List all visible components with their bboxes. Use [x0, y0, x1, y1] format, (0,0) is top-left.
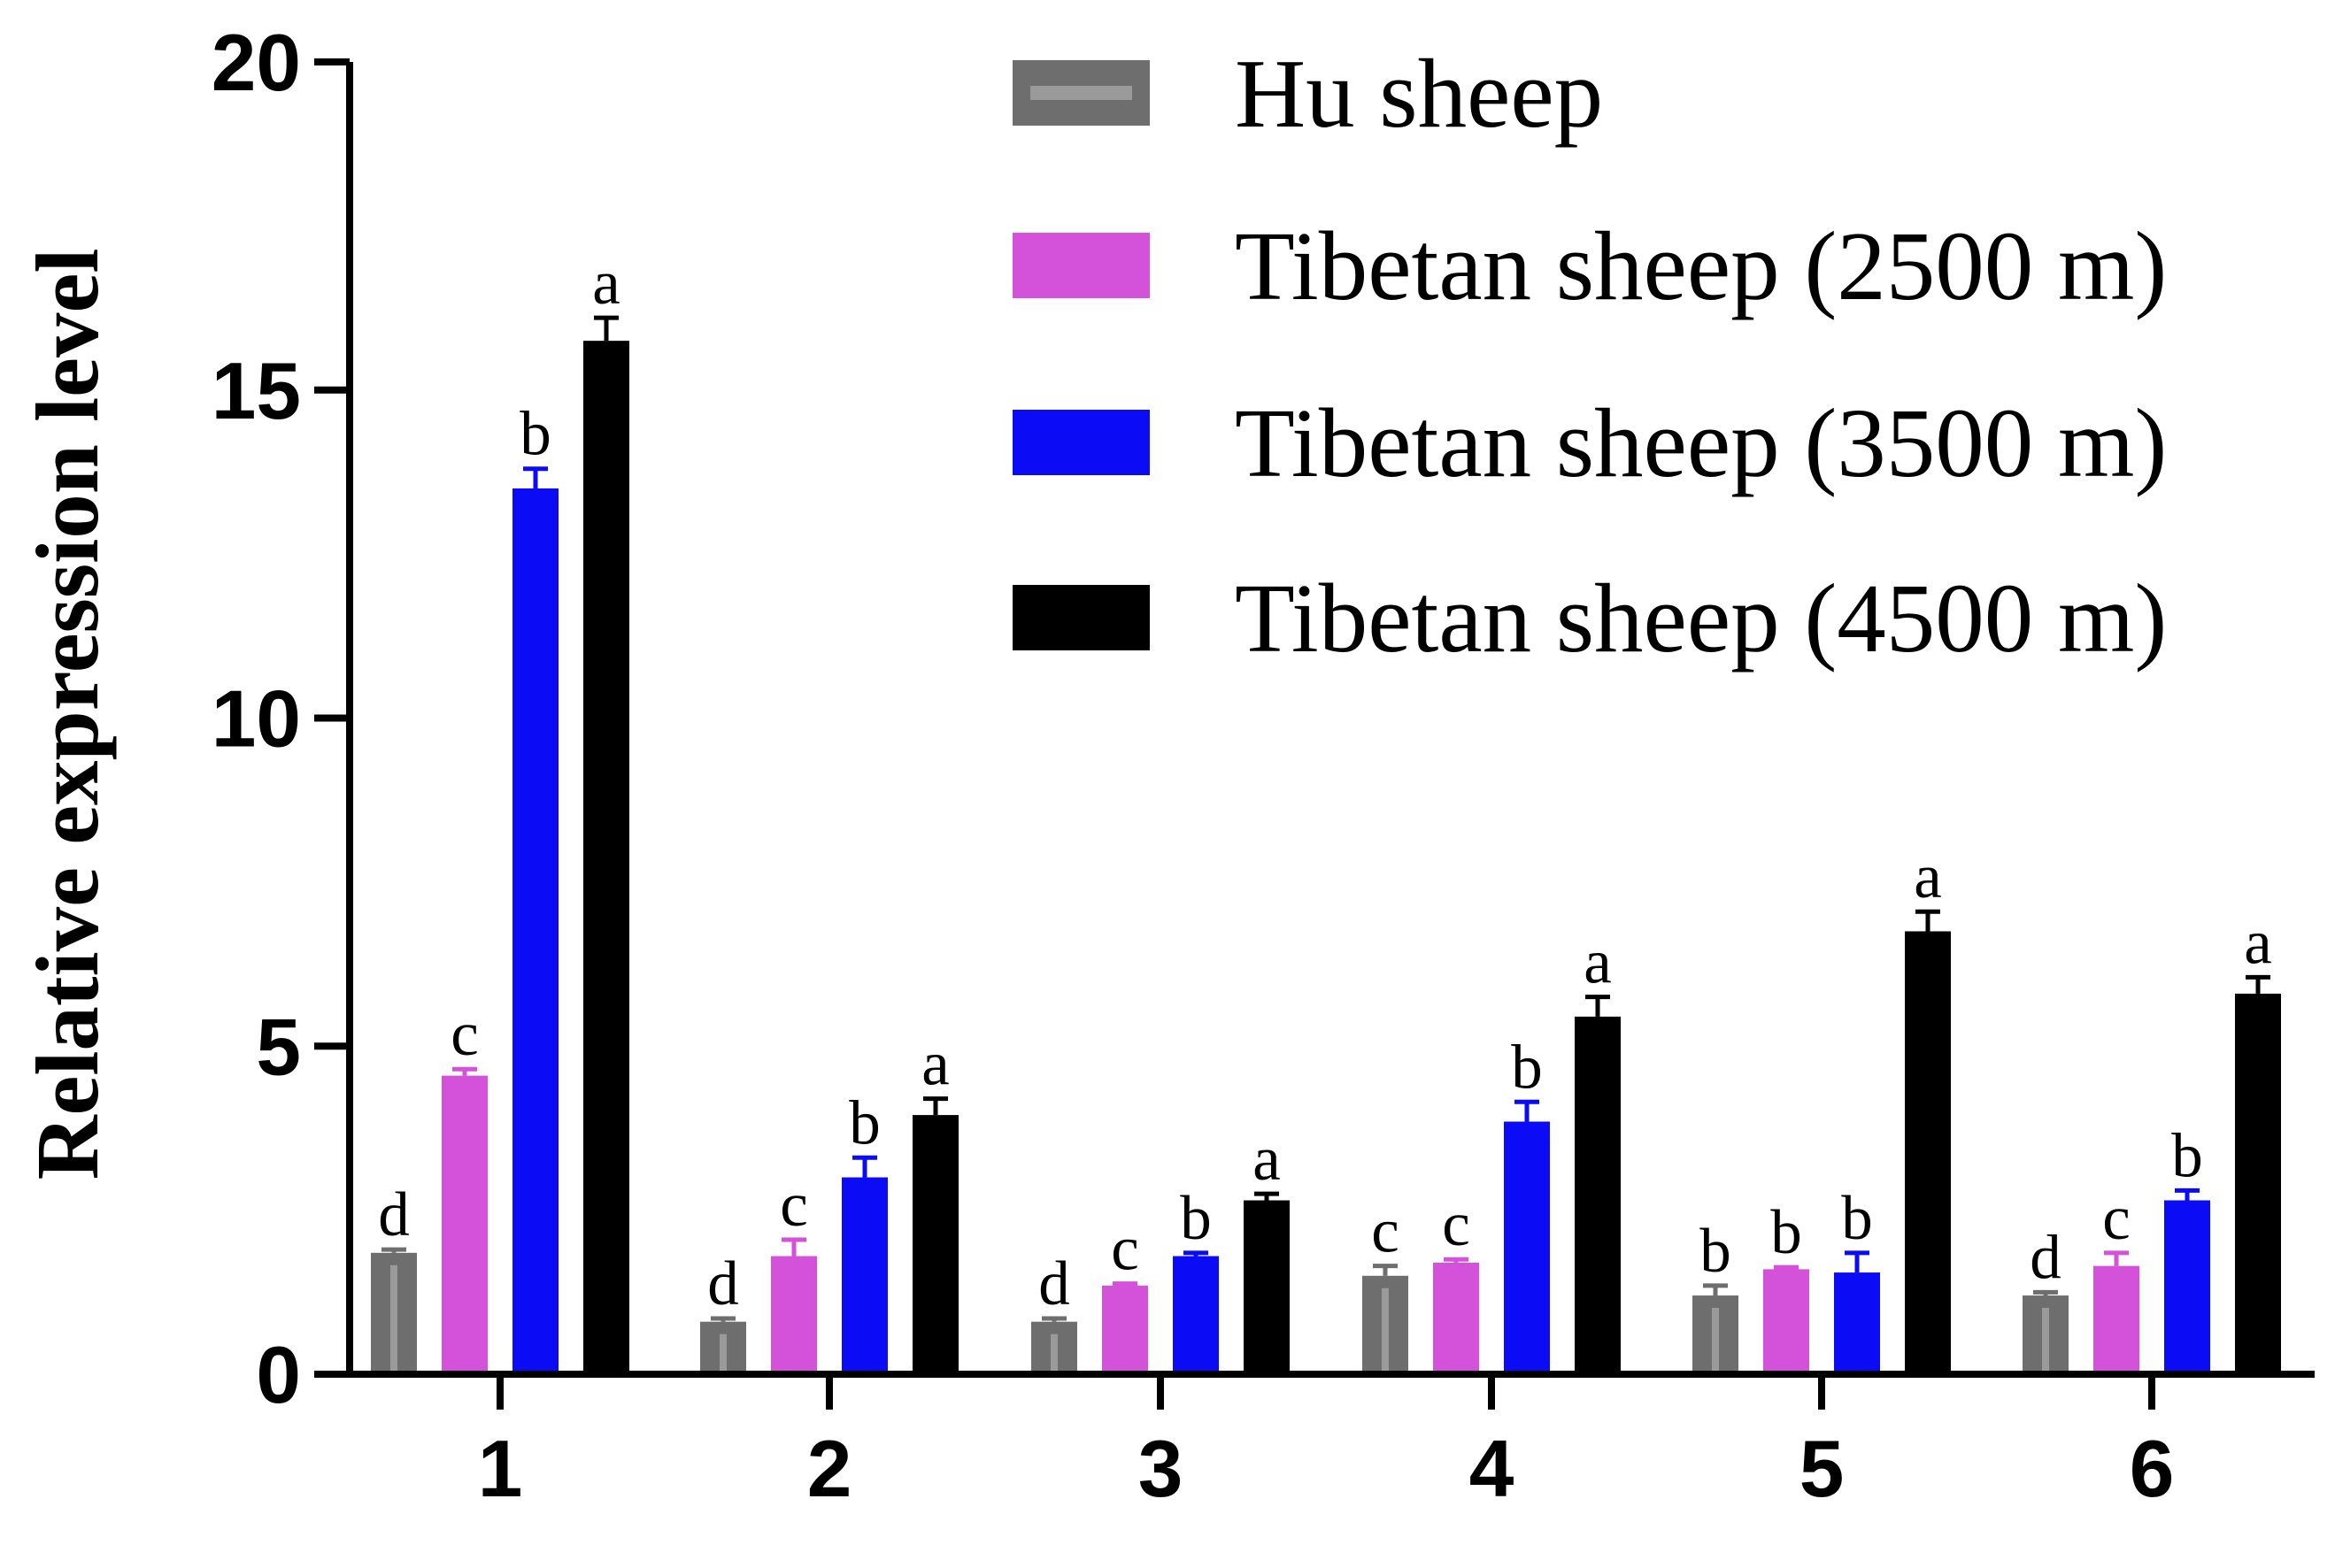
significance-label: b	[1180, 1184, 1212, 1253]
x-tick-label: 5	[1799, 1425, 1845, 1514]
significance-label: d	[707, 1249, 739, 1318]
significance-label: c	[1111, 1215, 1139, 1284]
bar-2-cat-1	[442, 1075, 488, 1374]
significance-label: a	[1252, 1125, 1281, 1194]
bar-4-cat-4	[1575, 1016, 1621, 1374]
significance-label: b	[1770, 1198, 1802, 1267]
x-tick-label: 1	[478, 1425, 523, 1514]
bar-2-cat-2	[771, 1256, 817, 1374]
bar-3-cat-5	[1834, 1272, 1880, 1374]
legend-label: Tibetan sheep (4500 m)	[1235, 565, 2167, 673]
significance-label: a	[2244, 908, 2272, 977]
significance-label: c	[780, 1171, 808, 1240]
legend-swatch	[1013, 410, 1150, 475]
significance-label: b	[1841, 1184, 1873, 1253]
y-tick-label: 0	[256, 1331, 301, 1420]
bar-2-cat-4	[1433, 1262, 1479, 1374]
significance-label: d	[2030, 1223, 2061, 1292]
bars-layer	[371, 341, 2281, 1375]
bar-3-cat-1	[512, 488, 559, 1374]
y-axis-title: Relative expression level	[18, 249, 117, 1180]
y-tick-label: 20	[212, 19, 301, 108]
bar-3-cat-2	[842, 1177, 888, 1374]
significance-label: b	[520, 400, 551, 469]
bar-highlight	[1712, 1308, 1719, 1371]
significance-label: b	[2171, 1121, 2203, 1190]
significance-label: b	[1699, 1217, 1731, 1286]
bar-highlight	[1382, 1287, 1389, 1371]
bar-2-cat-6	[2093, 1265, 2139, 1374]
bar-2-cat-5	[1763, 1269, 1809, 1374]
significance-label: a	[1584, 928, 1612, 997]
legend-label: Hu sheep	[1235, 40, 1603, 149]
bar-highlight	[720, 1334, 727, 1371]
significance-label: b	[1511, 1033, 1543, 1102]
bar-4-cat-5	[1905, 931, 1951, 1374]
legend-label: Tibetan sheep (2500 m)	[1235, 212, 2167, 321]
y-tick-label: 5	[256, 1003, 301, 1092]
significance-label: a	[1914, 842, 1942, 911]
bar-highlight	[2042, 1308, 2049, 1371]
x-tick-label: 6	[2130, 1425, 2175, 1514]
y-tick-label: 15	[212, 347, 301, 436]
significance-label: a	[592, 249, 620, 318]
x-tick-label: 4	[1469, 1425, 1514, 1514]
legend-swatch	[1013, 233, 1150, 298]
bar-4-cat-3	[1244, 1200, 1290, 1374]
bar-4-cat-1	[583, 341, 629, 1375]
legend-swatch-highlight	[1030, 86, 1132, 100]
significance-label: c	[1371, 1197, 1399, 1266]
bar-3-cat-4	[1504, 1121, 1550, 1374]
significance-label: b	[849, 1088, 881, 1157]
bar-3-cat-6	[2164, 1200, 2210, 1374]
y-tick-label: 10	[212, 675, 301, 765]
significance-label: c	[451, 1000, 479, 1069]
bar-3-cat-3	[1173, 1256, 1219, 1374]
bar-4-cat-2	[913, 1115, 959, 1374]
significance-label: c	[1442, 1190, 1470, 1259]
x-tick-label: 2	[807, 1425, 852, 1514]
legend-swatch	[1013, 585, 1150, 650]
bar-2-cat-3	[1102, 1285, 1148, 1374]
significance-label: d	[378, 1180, 410, 1249]
axes-layer: 0 5 10 15 20 1 2 3 4 5 6	[212, 19, 2315, 1514]
bar-highlight	[390, 1264, 397, 1371]
bar-highlight	[1051, 1334, 1058, 1371]
bar-4-cat-6	[2235, 993, 2281, 1374]
x-tick-label: 3	[1138, 1425, 1183, 1514]
significance-label: a	[921, 1030, 950, 1099]
significance-label: d	[1038, 1249, 1070, 1318]
legend: Hu sheep Tibetan sheep (2500 m) Tibetan sh…	[1013, 40, 2167, 673]
significance-label: c	[2102, 1184, 2131, 1253]
error-bars-layer	[381, 315, 2270, 1322]
legend-label: Tibetan sheep (3500 m)	[1235, 389, 2167, 498]
